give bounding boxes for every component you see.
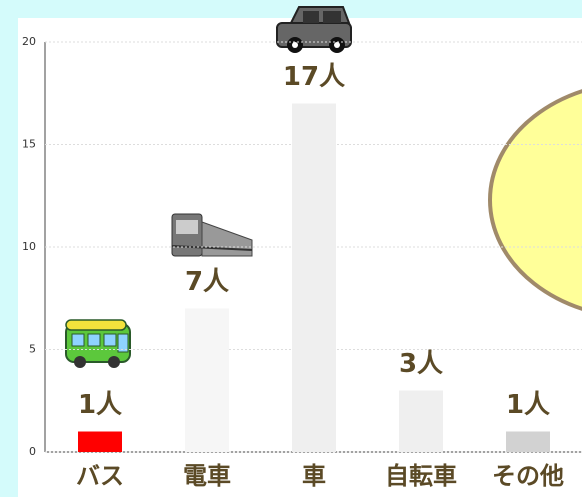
bar [399, 390, 443, 452]
value-label: 3人 [399, 349, 443, 379]
bus-icon [65, 319, 131, 368]
bar [78, 431, 122, 452]
x-tick-label: その他 [492, 462, 564, 490]
y-tick-label: 10 [22, 240, 36, 253]
decoration [488, 89, 582, 311]
y-tick-label: 0 [29, 445, 36, 458]
bar [185, 308, 229, 452]
bar [506, 431, 550, 452]
y-tick-label: 15 [22, 138, 36, 151]
value-label: 1人 [78, 390, 122, 420]
train-icon [171, 213, 253, 257]
bar [292, 103, 336, 452]
x-tick-label: 自転車 [385, 462, 457, 490]
x-tick-label: 電車 [183, 462, 231, 490]
y-tick-label: 20 [22, 35, 36, 48]
x-tick-label: バス [76, 462, 124, 490]
x-tick-label: 車 [302, 462, 326, 490]
car-icon [276, 6, 352, 53]
value-label: 1人 [506, 390, 550, 420]
y-tick-label: 5 [29, 343, 36, 356]
value-label: 17人 [283, 62, 345, 92]
value-label: 7人 [185, 267, 229, 297]
